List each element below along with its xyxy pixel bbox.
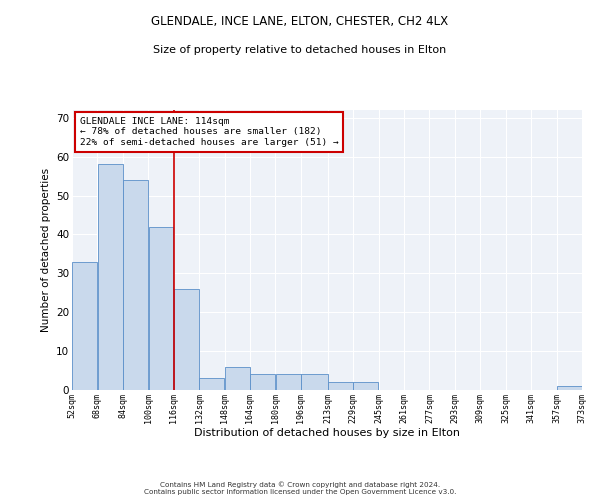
Text: Size of property relative to detached houses in Elton: Size of property relative to detached ho… [154,45,446,55]
Bar [149,226,173,390]
Bar [123,180,148,390]
Bar [225,366,250,390]
X-axis label: Distribution of detached houses by size in Elton: Distribution of detached houses by size … [194,428,460,438]
Text: GLENDALE INCE LANE: 114sqm
← 78% of detached houses are smaller (182)
22% of sem: GLENDALE INCE LANE: 114sqm ← 78% of deta… [80,117,338,147]
Bar [301,374,328,390]
Bar [353,382,379,390]
Bar [557,386,582,390]
Bar [199,378,224,390]
Bar [98,164,122,390]
Bar [275,374,301,390]
Bar [72,262,97,390]
Text: GLENDALE, INCE LANE, ELTON, CHESTER, CH2 4LX: GLENDALE, INCE LANE, ELTON, CHESTER, CH2… [151,15,449,28]
Bar [328,382,353,390]
Bar [174,289,199,390]
Y-axis label: Number of detached properties: Number of detached properties [41,168,50,332]
Bar [250,374,275,390]
Text: Contains HM Land Registry data © Crown copyright and database right 2024.
Contai: Contains HM Land Registry data © Crown c… [144,482,456,495]
